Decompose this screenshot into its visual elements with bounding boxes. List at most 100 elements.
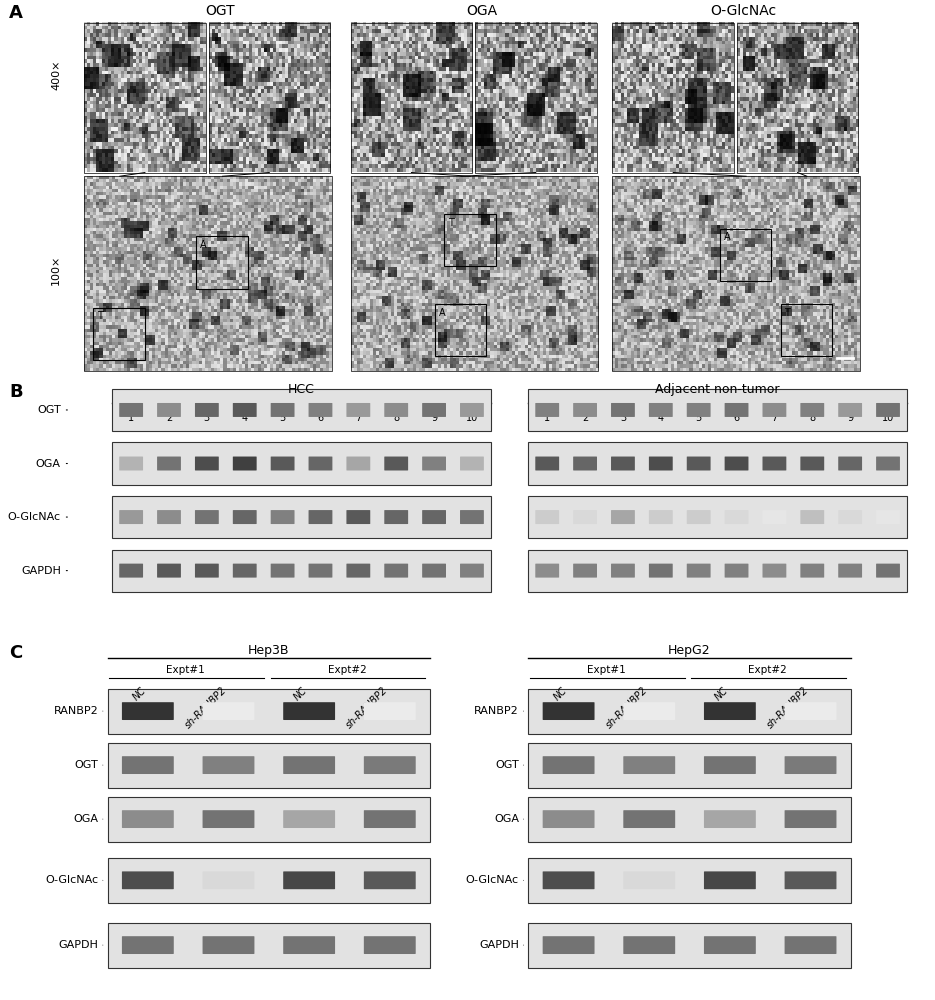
FancyBboxPatch shape xyxy=(283,936,335,954)
Text: 4: 4 xyxy=(657,413,664,423)
FancyBboxPatch shape xyxy=(112,389,491,431)
FancyBboxPatch shape xyxy=(784,756,837,774)
FancyBboxPatch shape xyxy=(309,564,332,578)
FancyBboxPatch shape xyxy=(528,550,907,592)
FancyBboxPatch shape xyxy=(120,510,143,524)
Text: OGT: OGT xyxy=(205,4,235,18)
FancyBboxPatch shape xyxy=(784,702,837,720)
Text: 7: 7 xyxy=(771,413,778,423)
Text: 1: 1 xyxy=(128,413,135,423)
Text: sh-RANBP2: sh-RANBP2 xyxy=(765,685,811,730)
Text: A: A xyxy=(9,4,23,22)
FancyBboxPatch shape xyxy=(839,457,862,470)
FancyBboxPatch shape xyxy=(725,510,748,524)
Text: 1: 1 xyxy=(544,413,551,423)
Text: OGA: OGA xyxy=(466,4,497,18)
FancyBboxPatch shape xyxy=(195,564,219,578)
FancyBboxPatch shape xyxy=(784,810,837,828)
FancyBboxPatch shape xyxy=(528,689,851,734)
Text: RANBP2: RANBP2 xyxy=(474,706,519,716)
FancyBboxPatch shape xyxy=(203,871,254,889)
FancyBboxPatch shape xyxy=(108,923,430,968)
FancyBboxPatch shape xyxy=(649,457,672,470)
Text: HCC: HCC xyxy=(288,383,315,396)
FancyBboxPatch shape xyxy=(271,510,295,524)
Text: 3: 3 xyxy=(620,413,626,423)
FancyBboxPatch shape xyxy=(203,810,254,828)
Text: 9: 9 xyxy=(847,413,854,423)
FancyBboxPatch shape xyxy=(542,756,595,774)
FancyBboxPatch shape xyxy=(542,702,595,720)
FancyBboxPatch shape xyxy=(800,510,824,524)
FancyBboxPatch shape xyxy=(364,871,416,889)
Text: sh-RANBP2: sh-RANBP2 xyxy=(344,685,390,730)
FancyBboxPatch shape xyxy=(763,510,786,524)
FancyBboxPatch shape xyxy=(725,457,748,470)
FancyBboxPatch shape xyxy=(763,403,786,417)
Text: T: T xyxy=(97,311,103,321)
Text: 2: 2 xyxy=(582,413,588,423)
FancyBboxPatch shape xyxy=(309,510,332,524)
Text: 10: 10 xyxy=(466,413,478,423)
FancyBboxPatch shape xyxy=(384,457,408,470)
FancyBboxPatch shape xyxy=(624,871,675,889)
FancyBboxPatch shape xyxy=(528,923,851,968)
FancyBboxPatch shape xyxy=(876,403,899,417)
FancyBboxPatch shape xyxy=(283,702,335,720)
FancyBboxPatch shape xyxy=(122,756,174,774)
FancyBboxPatch shape xyxy=(195,510,219,524)
Text: sh-RANBP2: sh-RANBP2 xyxy=(183,685,228,730)
FancyBboxPatch shape xyxy=(624,756,675,774)
FancyBboxPatch shape xyxy=(649,510,672,524)
Text: OGA: OGA xyxy=(494,814,519,824)
FancyBboxPatch shape xyxy=(624,810,675,828)
FancyBboxPatch shape xyxy=(233,510,256,524)
FancyBboxPatch shape xyxy=(800,564,824,578)
FancyBboxPatch shape xyxy=(460,564,483,578)
FancyBboxPatch shape xyxy=(120,564,143,578)
Text: 2: 2 xyxy=(165,413,172,423)
Text: RANBP2: RANBP2 xyxy=(53,706,98,716)
FancyBboxPatch shape xyxy=(112,496,491,538)
FancyBboxPatch shape xyxy=(839,510,862,524)
FancyBboxPatch shape xyxy=(423,510,446,524)
FancyBboxPatch shape xyxy=(763,564,786,578)
Text: NC: NC xyxy=(552,685,568,702)
FancyBboxPatch shape xyxy=(528,743,851,788)
FancyBboxPatch shape xyxy=(528,858,851,903)
FancyBboxPatch shape xyxy=(528,496,907,538)
FancyBboxPatch shape xyxy=(157,510,180,524)
FancyBboxPatch shape xyxy=(384,510,408,524)
FancyBboxPatch shape xyxy=(157,403,180,417)
FancyBboxPatch shape xyxy=(542,871,595,889)
FancyBboxPatch shape xyxy=(687,457,711,470)
FancyBboxPatch shape xyxy=(573,457,597,470)
FancyBboxPatch shape xyxy=(347,510,370,524)
Text: 9: 9 xyxy=(431,413,438,423)
Text: 10: 10 xyxy=(882,413,894,423)
FancyBboxPatch shape xyxy=(283,810,335,828)
Text: T: T xyxy=(448,218,453,228)
FancyBboxPatch shape xyxy=(725,403,748,417)
FancyBboxPatch shape xyxy=(347,403,370,417)
FancyBboxPatch shape xyxy=(536,564,559,578)
FancyBboxPatch shape xyxy=(687,564,711,578)
FancyBboxPatch shape xyxy=(108,743,430,788)
FancyBboxPatch shape xyxy=(157,564,180,578)
Text: Expt#1: Expt#1 xyxy=(587,665,626,675)
FancyBboxPatch shape xyxy=(876,564,899,578)
FancyBboxPatch shape xyxy=(460,510,483,524)
FancyBboxPatch shape xyxy=(423,457,446,470)
FancyBboxPatch shape xyxy=(704,756,755,774)
FancyBboxPatch shape xyxy=(347,564,370,578)
FancyBboxPatch shape xyxy=(528,389,907,431)
Text: NC: NC xyxy=(292,685,309,702)
Text: OGA: OGA xyxy=(73,814,98,824)
FancyBboxPatch shape xyxy=(203,936,254,954)
FancyBboxPatch shape xyxy=(120,457,143,470)
FancyBboxPatch shape xyxy=(423,403,446,417)
FancyBboxPatch shape xyxy=(233,564,256,578)
FancyBboxPatch shape xyxy=(573,564,597,578)
FancyBboxPatch shape xyxy=(423,564,446,578)
FancyBboxPatch shape xyxy=(649,564,672,578)
